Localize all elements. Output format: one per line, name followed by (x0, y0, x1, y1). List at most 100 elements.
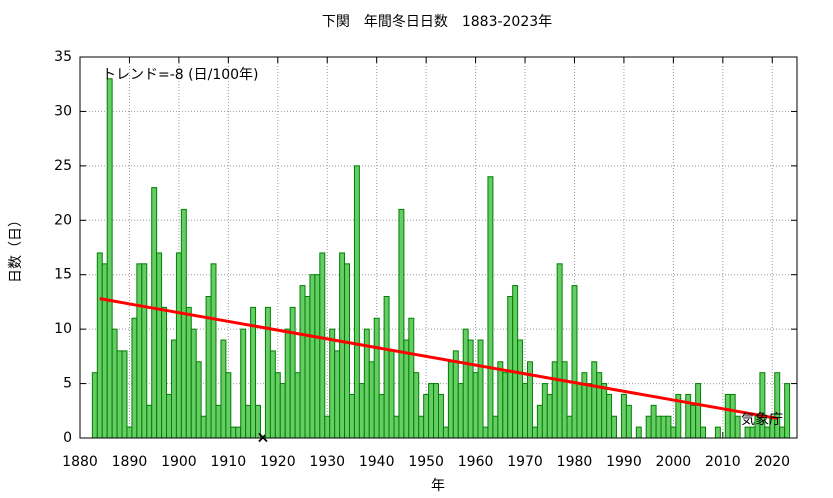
bar (319, 252, 326, 439)
bar (551, 361, 558, 439)
bar (413, 372, 420, 439)
bar (230, 426, 237, 439)
bar (106, 78, 113, 439)
bar (358, 383, 365, 439)
bar (339, 252, 346, 439)
x-tick-label: 1890 (112, 454, 148, 470)
x-tick-label: 1960 (458, 454, 494, 470)
bar (304, 295, 311, 439)
bar (200, 415, 207, 439)
bar (96, 252, 103, 439)
bar (561, 361, 568, 439)
bar (596, 372, 603, 439)
bar (744, 426, 751, 439)
bar (101, 263, 108, 439)
bar (215, 404, 222, 439)
bar (348, 393, 355, 439)
bar (324, 415, 331, 439)
x-tick-label: 1930 (309, 454, 345, 470)
x-tick-label: 1980 (557, 454, 593, 470)
bar (487, 176, 494, 439)
bar (571, 285, 578, 439)
bar (210, 263, 217, 439)
bar (625, 404, 632, 439)
bar (195, 361, 202, 439)
bar (581, 372, 588, 439)
bar (284, 328, 291, 439)
bar (472, 372, 479, 439)
bar (601, 383, 608, 439)
bar (502, 372, 509, 439)
bar (329, 328, 336, 439)
bar (635, 426, 642, 439)
bar (611, 415, 618, 439)
bar (309, 274, 316, 439)
bar (408, 317, 415, 439)
bar (497, 361, 504, 439)
bar (175, 252, 182, 439)
y-tick-label: 10 (54, 321, 72, 337)
bar (245, 404, 252, 439)
chart-title: 下関 年間冬日日数 1883-2023年 (322, 14, 552, 30)
x-tick-label: 1970 (507, 454, 543, 470)
bar (111, 328, 118, 439)
bar (398, 208, 405, 439)
annotation: トレンド=-8 (日/100年) (102, 67, 259, 83)
bar (136, 263, 143, 439)
y-tick-label: 15 (54, 267, 72, 283)
bar (734, 415, 741, 439)
y-tick-label: 20 (54, 212, 72, 228)
bar (418, 415, 425, 439)
bar (235, 426, 242, 439)
bar (185, 306, 192, 439)
bar (240, 328, 247, 439)
bar (393, 415, 400, 439)
bar (462, 328, 469, 439)
bar (146, 404, 153, 439)
bar (190, 328, 197, 439)
bar (606, 393, 613, 439)
bar (423, 393, 430, 439)
bar (779, 426, 786, 439)
bar (586, 383, 593, 439)
bar (655, 415, 662, 439)
y-axis-label: 日数（日） (8, 213, 24, 283)
bar (368, 361, 375, 439)
bar (482, 426, 489, 439)
bar (294, 372, 301, 439)
bar (383, 295, 390, 439)
x-tick-label: 1990 (606, 454, 642, 470)
bar (131, 317, 138, 439)
x-tick-label: 2010 (705, 454, 741, 470)
bar (724, 393, 731, 439)
bar (749, 426, 756, 439)
bar (507, 295, 514, 439)
bar (700, 426, 707, 439)
bar (690, 404, 697, 439)
bar (512, 285, 519, 439)
bar (546, 393, 553, 439)
bar (566, 415, 573, 439)
bar (373, 317, 380, 439)
trend-line (99, 297, 778, 420)
bar (764, 426, 771, 439)
bar (378, 393, 385, 439)
bar (428, 383, 435, 439)
bar (576, 383, 583, 439)
bar (457, 383, 464, 439)
bar (591, 361, 598, 439)
bar (353, 165, 360, 439)
bar (116, 350, 123, 439)
x-tick-label: 2020 (754, 454, 790, 470)
bar (180, 208, 187, 439)
bar (517, 339, 524, 439)
bar (161, 306, 168, 439)
bar (220, 339, 227, 439)
bar (774, 372, 781, 439)
y-tick-label: 35 (54, 49, 72, 65)
x-axis-label: 年 (431, 478, 445, 494)
bar (151, 187, 158, 439)
bar (344, 263, 350, 439)
bar (670, 426, 677, 439)
bar (279, 383, 286, 439)
